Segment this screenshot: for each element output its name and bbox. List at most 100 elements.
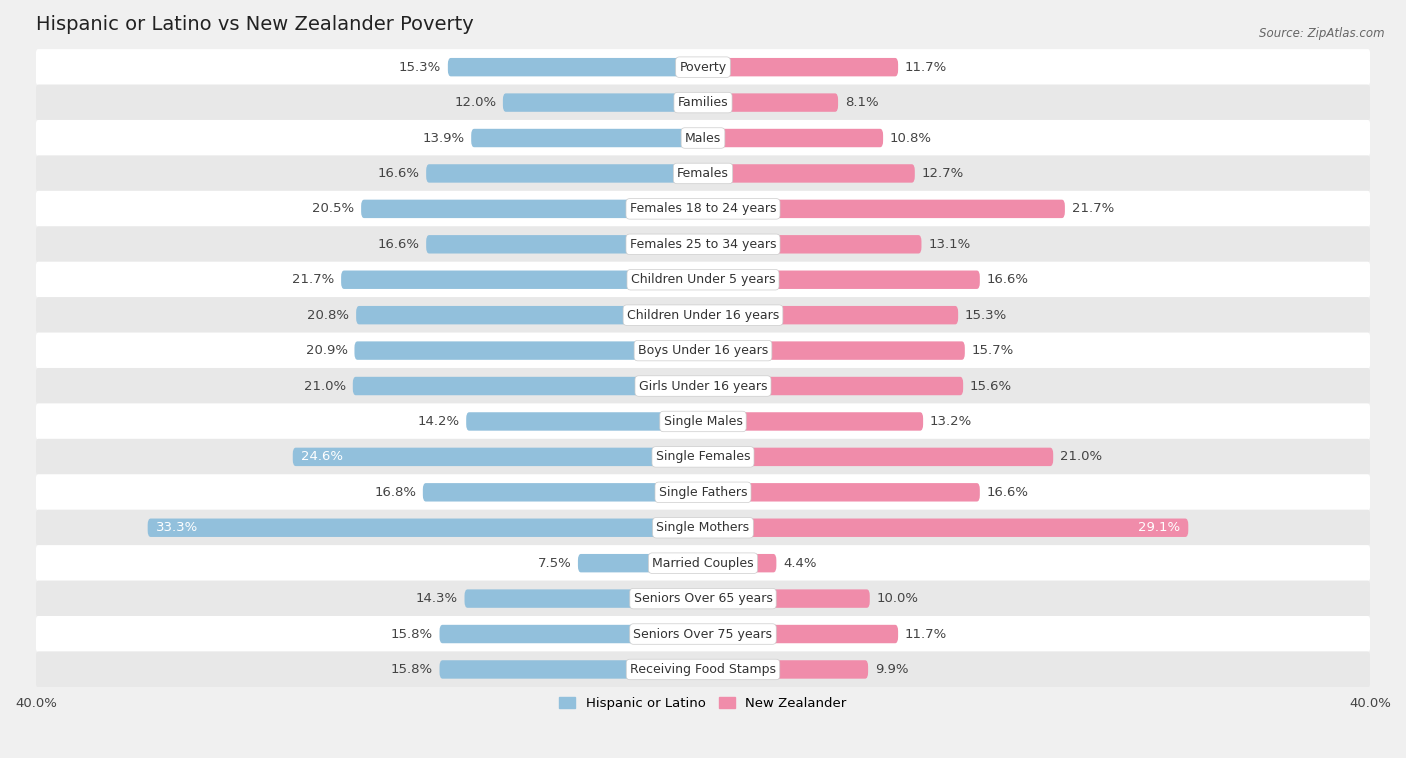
Text: Females: Females: [678, 167, 728, 180]
FancyBboxPatch shape: [426, 164, 703, 183]
Text: Seniors Over 65 years: Seniors Over 65 years: [634, 592, 772, 605]
Text: Hispanic or Latino vs New Zealander Poverty: Hispanic or Latino vs New Zealander Pove…: [37, 15, 474, 34]
FancyBboxPatch shape: [35, 120, 1371, 156]
Text: 16.6%: 16.6%: [987, 486, 1029, 499]
FancyBboxPatch shape: [703, 93, 838, 111]
FancyBboxPatch shape: [703, 235, 921, 253]
Text: Single Fathers: Single Fathers: [659, 486, 747, 499]
FancyBboxPatch shape: [471, 129, 703, 147]
Text: 16.6%: 16.6%: [987, 273, 1029, 287]
FancyBboxPatch shape: [503, 93, 703, 111]
FancyBboxPatch shape: [703, 518, 1188, 537]
FancyBboxPatch shape: [703, 590, 870, 608]
FancyBboxPatch shape: [354, 341, 703, 360]
FancyBboxPatch shape: [35, 262, 1371, 298]
Text: 15.3%: 15.3%: [399, 61, 441, 74]
FancyBboxPatch shape: [703, 377, 963, 395]
Text: 20.5%: 20.5%: [312, 202, 354, 215]
Text: 21.7%: 21.7%: [292, 273, 335, 287]
Text: Single Mothers: Single Mothers: [657, 522, 749, 534]
Text: 10.8%: 10.8%: [890, 132, 932, 145]
Text: 7.5%: 7.5%: [537, 556, 571, 570]
FancyBboxPatch shape: [35, 191, 1371, 227]
FancyBboxPatch shape: [353, 377, 703, 395]
FancyBboxPatch shape: [703, 164, 915, 183]
FancyBboxPatch shape: [35, 616, 1371, 652]
Text: 13.2%: 13.2%: [929, 415, 972, 428]
Text: 16.6%: 16.6%: [377, 167, 419, 180]
FancyBboxPatch shape: [35, 226, 1371, 262]
FancyBboxPatch shape: [703, 412, 924, 431]
FancyBboxPatch shape: [35, 155, 1371, 192]
Text: 15.8%: 15.8%: [391, 628, 433, 641]
Text: 9.9%: 9.9%: [875, 663, 908, 676]
FancyBboxPatch shape: [342, 271, 703, 289]
FancyBboxPatch shape: [703, 306, 957, 324]
Text: Children Under 16 years: Children Under 16 years: [627, 309, 779, 321]
FancyBboxPatch shape: [703, 58, 898, 77]
FancyBboxPatch shape: [35, 403, 1371, 440]
Text: 15.3%: 15.3%: [965, 309, 1007, 321]
Text: Receiving Food Stamps: Receiving Food Stamps: [630, 663, 776, 676]
FancyBboxPatch shape: [35, 651, 1371, 688]
FancyBboxPatch shape: [703, 129, 883, 147]
FancyBboxPatch shape: [467, 412, 703, 431]
FancyBboxPatch shape: [449, 58, 703, 77]
Text: Married Couples: Married Couples: [652, 556, 754, 570]
Text: Children Under 5 years: Children Under 5 years: [631, 273, 775, 287]
FancyBboxPatch shape: [703, 483, 980, 502]
FancyBboxPatch shape: [35, 475, 1371, 510]
Text: Boys Under 16 years: Boys Under 16 years: [638, 344, 768, 357]
Text: 16.8%: 16.8%: [374, 486, 416, 499]
Text: 20.9%: 20.9%: [305, 344, 347, 357]
Text: 29.1%: 29.1%: [1137, 522, 1180, 534]
FancyBboxPatch shape: [464, 590, 703, 608]
FancyBboxPatch shape: [440, 660, 703, 678]
Text: 12.7%: 12.7%: [921, 167, 963, 180]
Text: 33.3%: 33.3%: [156, 522, 198, 534]
Text: Families: Families: [678, 96, 728, 109]
Text: 13.1%: 13.1%: [928, 238, 970, 251]
FancyBboxPatch shape: [35, 509, 1371, 546]
Text: 20.8%: 20.8%: [308, 309, 350, 321]
FancyBboxPatch shape: [35, 545, 1371, 581]
Text: 15.8%: 15.8%: [391, 663, 433, 676]
Text: Females 25 to 34 years: Females 25 to 34 years: [630, 238, 776, 251]
FancyBboxPatch shape: [35, 439, 1371, 475]
Text: 15.6%: 15.6%: [970, 380, 1012, 393]
FancyBboxPatch shape: [148, 518, 703, 537]
FancyBboxPatch shape: [426, 235, 703, 253]
Text: Single Males: Single Males: [664, 415, 742, 428]
FancyBboxPatch shape: [578, 554, 703, 572]
Text: 8.1%: 8.1%: [845, 96, 879, 109]
FancyBboxPatch shape: [35, 49, 1371, 85]
Text: Males: Males: [685, 132, 721, 145]
Text: Girls Under 16 years: Girls Under 16 years: [638, 380, 768, 393]
FancyBboxPatch shape: [703, 341, 965, 360]
FancyBboxPatch shape: [703, 448, 1053, 466]
FancyBboxPatch shape: [292, 448, 703, 466]
Legend: Hispanic or Latino, New Zealander: Hispanic or Latino, New Zealander: [554, 692, 852, 716]
FancyBboxPatch shape: [35, 368, 1371, 404]
Text: Females 18 to 24 years: Females 18 to 24 years: [630, 202, 776, 215]
Text: 11.7%: 11.7%: [905, 628, 948, 641]
Text: 16.6%: 16.6%: [377, 238, 419, 251]
Text: 21.0%: 21.0%: [304, 380, 346, 393]
FancyBboxPatch shape: [703, 271, 980, 289]
FancyBboxPatch shape: [423, 483, 703, 502]
Text: 4.4%: 4.4%: [783, 556, 817, 570]
Text: 10.0%: 10.0%: [876, 592, 918, 605]
Text: 14.2%: 14.2%: [418, 415, 460, 428]
FancyBboxPatch shape: [35, 85, 1371, 121]
FancyBboxPatch shape: [440, 625, 703, 644]
Text: 21.0%: 21.0%: [1060, 450, 1102, 463]
FancyBboxPatch shape: [703, 660, 868, 678]
Text: Source: ZipAtlas.com: Source: ZipAtlas.com: [1260, 27, 1385, 39]
Text: Single Females: Single Females: [655, 450, 751, 463]
Text: 13.9%: 13.9%: [422, 132, 464, 145]
FancyBboxPatch shape: [703, 554, 776, 572]
Text: Seniors Over 75 years: Seniors Over 75 years: [634, 628, 772, 641]
Text: 12.0%: 12.0%: [454, 96, 496, 109]
Text: 14.3%: 14.3%: [416, 592, 458, 605]
Text: 24.6%: 24.6%: [301, 450, 343, 463]
